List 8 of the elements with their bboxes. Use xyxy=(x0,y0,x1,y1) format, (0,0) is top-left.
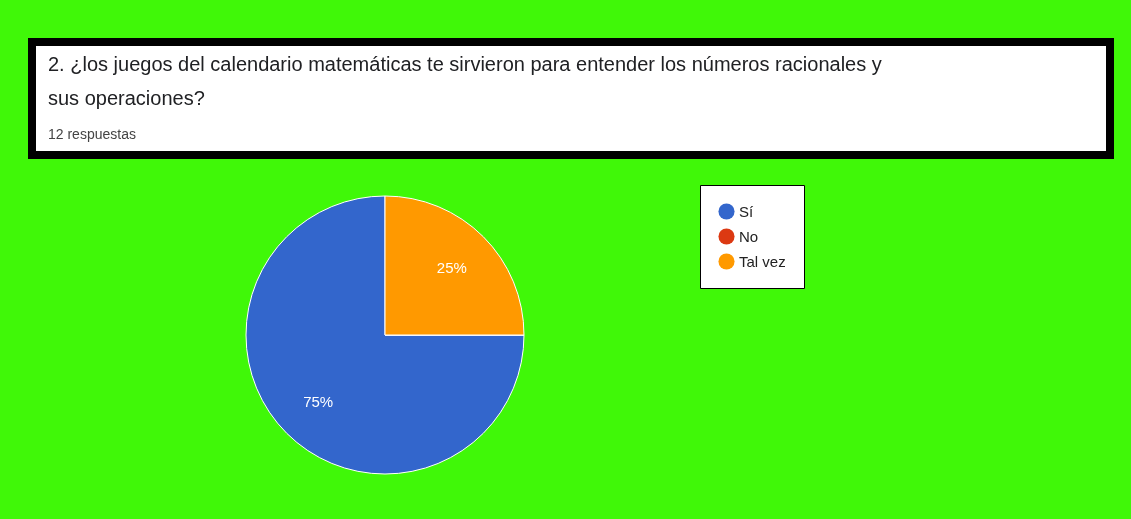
legend-label: Sí xyxy=(739,202,754,220)
data-label: 25% xyxy=(436,259,467,277)
legend-label: Tal vez xyxy=(739,252,786,270)
chart-title: 2. ¿los juegos del calendario matemáticas te sirvieron para entender los números racionales y sus operaciones? xyxy=(48,53,882,109)
pie-slice xyxy=(245,195,525,475)
text: 12 respuestas xyxy=(48,126,136,142)
data-label: 75% xyxy=(303,392,334,410)
legend-label: No xyxy=(739,227,759,245)
